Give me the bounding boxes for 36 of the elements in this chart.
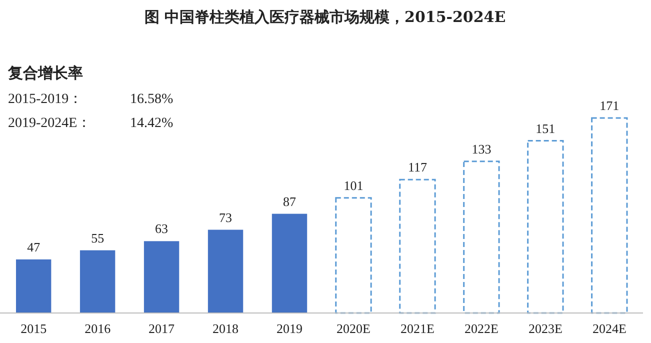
bar <box>80 250 116 313</box>
bar <box>399 178 436 314</box>
annotation: 14.42% <box>130 116 174 131</box>
text: 16.58% <box>130 92 174 107</box>
x-tick-label: 2021E <box>400 320 434 336</box>
data-label: 87 <box>283 194 297 209</box>
data-label: 47 <box>27 239 41 254</box>
data-label: 73 <box>219 210 232 225</box>
chart-title: 图 中国脊柱类植入医疗器械市场规模，2015-2024E <box>144 8 506 26</box>
data-label: 101 <box>344 178 364 193</box>
bar <box>16 259 52 313</box>
x-tick-label: 2015 <box>20 320 47 336</box>
text: 复合增长率 <box>7 64 83 82</box>
bar <box>144 241 180 313</box>
data-label: 117 <box>408 160 428 175</box>
bar <box>335 197 372 314</box>
x-tick-label: 2022E <box>464 320 498 336</box>
bar <box>591 117 628 314</box>
x-tick-label: 2017 <box>148 320 176 336</box>
x-tick-label: 2019 <box>276 320 303 336</box>
x-tick-label: 2023E <box>528 320 562 336</box>
bar <box>208 230 244 313</box>
data-label: 151 <box>536 120 556 136</box>
x-tick-label: 2016 <box>84 320 112 336</box>
x-tick-label: 2018 <box>212 320 239 336</box>
text: 2015-2019： <box>8 92 83 107</box>
data-label: 133 <box>472 141 492 156</box>
x-tick-label: 2020E <box>336 320 371 336</box>
bar <box>527 140 564 314</box>
annotation: 2019-2024E： <box>8 116 92 131</box>
x-tick-label: 2024E <box>592 320 626 336</box>
data-label: 63 <box>155 221 168 236</box>
bar <box>272 214 308 313</box>
bar <box>463 160 500 314</box>
data-label: 171 <box>600 98 620 113</box>
data-label: 55 <box>91 230 104 246</box>
